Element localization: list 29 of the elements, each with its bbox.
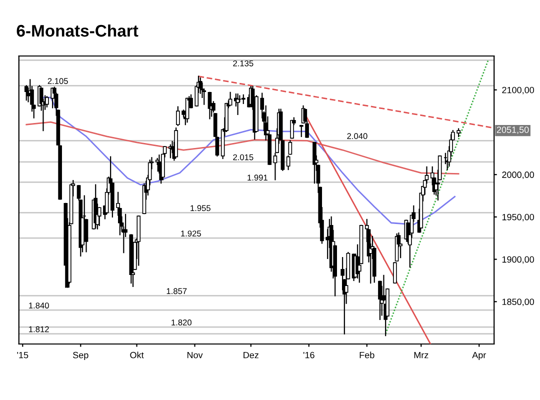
ref-line-label: 1.820 (172, 320, 192, 326)
text: 2051,50 (496, 126, 529, 134)
y-tick-label: 1900,00 (502, 256, 534, 264)
line-series (26, 121, 460, 174)
x-tick-label: '15 (17, 352, 28, 358)
y-tick-label: 1850,00 (502, 298, 534, 306)
candlestick (424, 166, 429, 184)
ref-line-label: 1.955 (190, 205, 210, 212)
x-tick-label: Apr (472, 352, 486, 360)
ref-line-label: 2.040 (347, 133, 368, 140)
x-tick-label: Feb (360, 352, 374, 358)
y-tick-label: 1950,00 (502, 214, 534, 222)
x-tick-label: '16 (303, 352, 314, 358)
x-tick-label: Dez (244, 352, 258, 358)
ref-line-label: 1.857 (166, 288, 187, 294)
ref-line-label: 1.812 (29, 326, 49, 332)
ref-line-label: 1.991 (248, 174, 268, 181)
x-tick-label: Okt (130, 352, 144, 358)
y-tick-label: 2000,00 (502, 172, 534, 180)
y-tick-label: 2100,00 (502, 86, 534, 94)
ref-line-label: 1.925 (181, 230, 201, 236)
x-tick-label: Mrz (414, 352, 428, 358)
chart-title: 6-Monats-Chart (16, 24, 138, 37)
ref-line-label: 1.840 (29, 302, 49, 308)
x-tick-label: Nov (187, 352, 203, 358)
ref-line-label: 2.015 (233, 154, 254, 160)
ref-line-label: 2.105 (48, 78, 68, 84)
x-tick-label: Sep (73, 352, 88, 360)
ref-line-label: 2.135 (233, 60, 254, 66)
